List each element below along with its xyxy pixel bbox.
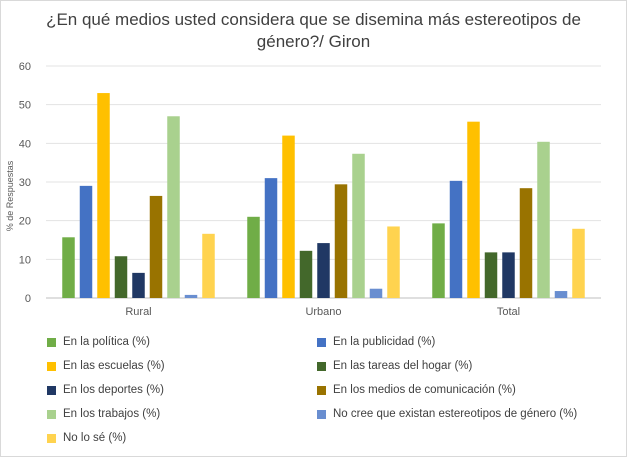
x-tick-label: Urbano	[305, 306, 341, 318]
chart-title: ¿En qué medios usted considera que se di…	[46, 10, 581, 51]
x-tick-label: Total	[497, 306, 520, 318]
bar	[62, 237, 75, 298]
bar	[554, 291, 568, 298]
legend-label: En los medios de comunicación (%)	[333, 384, 516, 396]
legend-label: En la política (%)	[63, 336, 150, 348]
legend-item: En la política (%)	[47, 334, 150, 350]
legend-label: En la publicidad (%)	[333, 336, 436, 348]
legend-item: No lo sé (%)	[47, 430, 126, 446]
bar	[572, 228, 585, 298]
legend-label: En los deportes (%)	[63, 384, 164, 396]
legend-label: En las tareas del hogar (%)	[333, 360, 473, 372]
bar	[519, 188, 533, 298]
x-tick-label: Rural	[125, 306, 151, 318]
legend-swatch	[317, 385, 326, 395]
bar	[387, 226, 400, 298]
bar	[432, 223, 445, 298]
bars	[62, 93, 585, 299]
legend-label: En los trabajos (%)	[63, 408, 161, 420]
legend-swatch	[317, 409, 326, 419]
legend-label: En las escuelas (%)	[63, 360, 165, 372]
y-tick-label: 40	[19, 138, 31, 150]
bar	[334, 184, 348, 298]
bar	[264, 178, 278, 298]
bar	[317, 243, 330, 298]
bar	[369, 288, 383, 298]
bar	[352, 153, 365, 298]
legend-item: En las escuelas (%)	[47, 358, 165, 374]
legend-swatch	[317, 337, 326, 347]
legend-item: En las tareas del hogar (%)	[317, 358, 472, 374]
y-tick-label: 0	[25, 293, 31, 305]
x-axis-ticks: Rural Urbano Total	[125, 306, 520, 318]
legend-swatch	[317, 361, 326, 371]
legend-item: En la publicidad (%)	[317, 334, 435, 350]
y-tick-label: 50	[19, 100, 31, 112]
y-tick-label: 20	[19, 216, 31, 228]
bar	[537, 141, 550, 298]
bar	[184, 294, 198, 298]
bar	[79, 185, 93, 298]
bar	[449, 180, 463, 298]
bar	[202, 233, 215, 298]
legend-label: No cree que existan estereotipos de géne…	[333, 408, 578, 420]
legend-swatch	[47, 385, 56, 395]
y-axis-ticks: 0 10 20 30 40 50 60	[19, 61, 31, 305]
legend-swatch	[47, 337, 56, 347]
legend-label: No lo sé (%)	[63, 432, 127, 444]
bar	[502, 252, 515, 298]
legend-swatch	[47, 409, 56, 419]
legend-item: En los deportes (%)	[47, 382, 164, 398]
bar	[132, 272, 145, 298]
legend-item: En los medios de comunicación (%)	[317, 382, 516, 398]
bar	[467, 121, 480, 299]
bar	[167, 116, 180, 299]
bar	[97, 93, 110, 298]
y-tick-label: 10	[19, 254, 31, 266]
bar	[484, 252, 498, 298]
bar	[114, 256, 128, 298]
legend-item: No cree que existan estereotipos de géne…	[317, 406, 577, 422]
bar	[149, 195, 163, 298]
legend-item: En los trabajos (%)	[47, 406, 160, 422]
y-tick-label: 60	[19, 61, 31, 73]
legend-swatch	[47, 361, 56, 371]
bar	[299, 250, 313, 298]
y-tick-label: 30	[19, 177, 31, 189]
legend-swatch	[47, 433, 56, 443]
bar	[282, 135, 295, 298]
bar	[247, 216, 260, 298]
